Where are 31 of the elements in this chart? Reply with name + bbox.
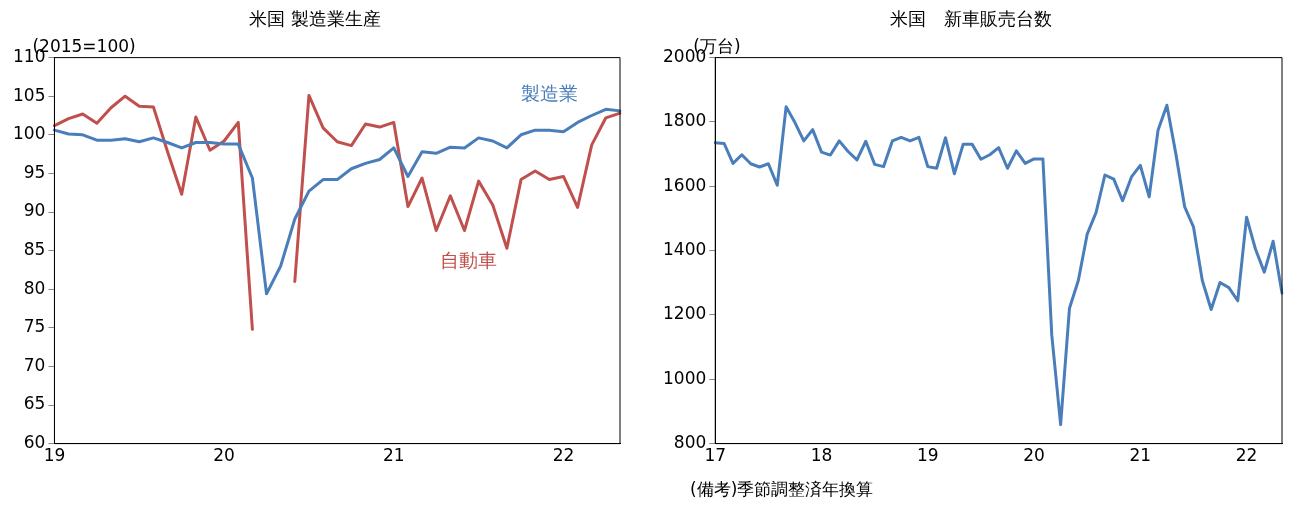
x-tick-label: 22 — [1235, 445, 1258, 466]
chart-title: 米国 新車販売台数 — [890, 8, 1052, 30]
x-tick-label: 17 — [704, 445, 727, 466]
y-tick-label: 90 — [23, 200, 46, 221]
y-tick-label: 1000 — [663, 367, 707, 388]
y-tick-label: 80 — [23, 277, 46, 298]
y-tick-label: 1400 — [663, 239, 707, 260]
y-tick-label: 1600 — [663, 174, 707, 195]
y-tick-label: 65 — [23, 393, 46, 414]
y-tick-label: 60 — [23, 432, 46, 453]
y-tick-label: 1800 — [663, 110, 707, 131]
x-tick-label: 19 — [43, 445, 66, 466]
series-label: 製造業 — [521, 82, 579, 105]
x-tick-label: 19 — [916, 445, 939, 466]
x-tick-label: 22 — [552, 445, 575, 466]
y-tick-label: 85 — [23, 239, 46, 260]
chart-title: 米国 製造業生産 — [249, 8, 381, 30]
x-tick-label: 18 — [810, 445, 833, 466]
x-tick-label: 21 — [1129, 445, 1152, 466]
y-tick-label: 70 — [23, 354, 46, 375]
x-tick-label: 21 — [382, 445, 405, 466]
y-tick-label: 1200 — [663, 303, 707, 324]
x-tick-label: 20 — [1023, 445, 1045, 466]
y-tick-label: 100 — [12, 123, 46, 144]
y-tick-label: 95 — [23, 161, 46, 182]
series-label: 自動車 — [439, 248, 497, 271]
y-tick-label: 800 — [673, 432, 707, 453]
y-tick-label: 105 — [12, 84, 46, 105]
text: (備考)季節調整済年換算 — [690, 478, 874, 501]
x-tick-label: 20 — [213, 445, 235, 466]
y-tick-label: 75 — [23, 316, 46, 337]
